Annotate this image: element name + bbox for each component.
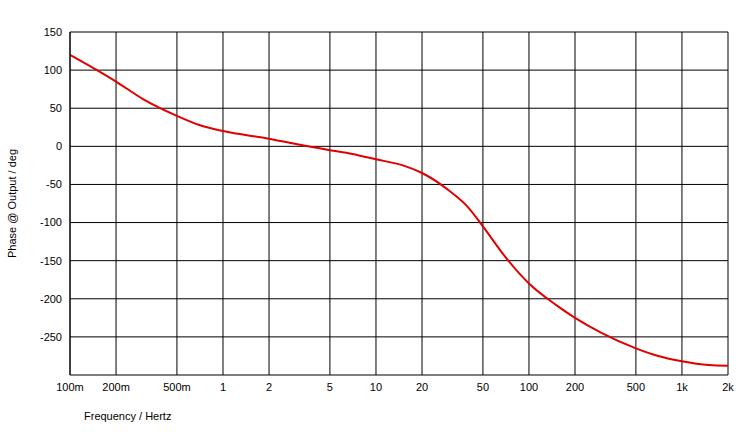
- svg-text:100: 100: [44, 64, 62, 76]
- svg-text:50: 50: [477, 381, 489, 393]
- svg-text:5: 5: [327, 381, 333, 393]
- svg-text:-150: -150: [40, 255, 62, 267]
- svg-text:0: 0: [56, 140, 62, 152]
- svg-text:Frequency / Hertz: Frequency / Hertz: [84, 410, 171, 422]
- svg-text:-200: -200: [40, 293, 62, 305]
- svg-text:500: 500: [627, 381, 645, 393]
- svg-text:-250: -250: [40, 331, 62, 343]
- svg-text:-100: -100: [40, 216, 62, 228]
- svg-text:200m: 200m: [102, 381, 130, 393]
- svg-text:Phase @ Output / deg: Phase @ Output / deg: [8, 149, 18, 258]
- svg-text:10: 10: [370, 381, 382, 393]
- svg-text:500m: 500m: [163, 381, 191, 393]
- svg-text:100: 100: [520, 381, 538, 393]
- svg-text:200: 200: [566, 381, 584, 393]
- svg-text:1k: 1k: [676, 381, 688, 393]
- svg-text:-50: -50: [46, 178, 62, 190]
- svg-text:2k: 2k: [722, 381, 734, 393]
- svg-text:100m: 100m: [56, 381, 84, 393]
- svg-text:2: 2: [266, 381, 272, 393]
- svg-text:50: 50: [50, 102, 62, 114]
- svg-text:150: 150: [44, 26, 62, 38]
- svg-text:20: 20: [416, 381, 428, 393]
- svg-text:1: 1: [220, 381, 226, 393]
